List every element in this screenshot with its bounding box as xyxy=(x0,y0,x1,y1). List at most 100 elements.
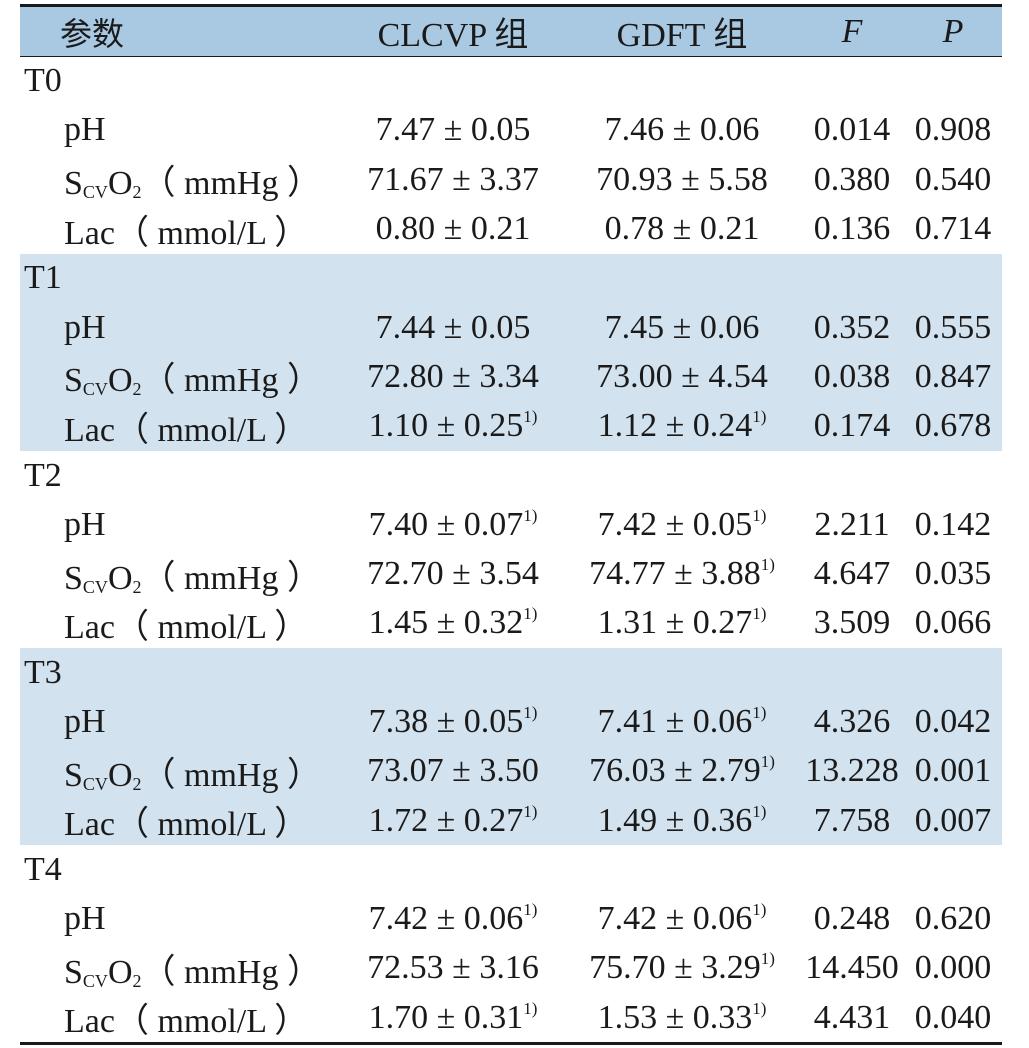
clcvp-mean-sd: 72.70 ± 3.54 xyxy=(367,555,539,593)
cropped-caption-edge xyxy=(20,1034,1002,1048)
clcvp-value: 1.45 ± 0.321) xyxy=(342,599,564,648)
gdft-value: 7.41 ± 0.061) xyxy=(564,697,800,746)
gdft-mean-sd: 7.42 ± 0.06 xyxy=(597,900,753,938)
time-point-label: T2 xyxy=(24,456,62,494)
p-value: 0.000 xyxy=(914,949,992,987)
param-unit: （ mmHg ） xyxy=(141,362,321,400)
f-value: 4.326 xyxy=(813,703,891,740)
p-value: 0.908 xyxy=(914,111,992,149)
param-name: pH xyxy=(64,900,106,938)
group-row: T0 xyxy=(20,57,1002,106)
time-point-label: T4 xyxy=(24,850,62,888)
clcvp-mean-sd: 1.70 ± 0.31 xyxy=(368,998,524,1036)
table-row: pH 7.44 ± 0.05 7.45 ± 0.06 0.352 0.555 xyxy=(20,302,1002,353)
gdft-value: 74.77 ± 3.881) xyxy=(564,549,800,598)
param-name: Lac（ mmol/L ） xyxy=(64,214,309,252)
results-table: 参数 CLCVP 组 GDFT 组 F P T0 pH 7.47 ± 0.05 7.4… xyxy=(20,4,1002,1046)
p-value: 0.066 xyxy=(914,604,992,642)
param-name: Lac（ mmol/L ） xyxy=(64,608,309,646)
param-unit: （ mmHg ） xyxy=(141,559,321,597)
clcvp-value: 73.07 ± 3.50 xyxy=(342,747,564,796)
p-value: 0.042 xyxy=(914,703,992,740)
clcvp-value: 72.53 ± 3.16 xyxy=(342,944,564,993)
parameter-label: Lac（ mmol/L ） xyxy=(20,993,342,1046)
empty-cell xyxy=(564,648,800,697)
table-row: SCVO2（ mmHg ） 71.67 ± 3.37 70.93 ± 5.58 0.3… xyxy=(20,155,1002,204)
table-row: Lac（ mmol/L ） 0.80 ± 0.21 0.78 ± 0.21 0.136… xyxy=(20,204,1002,253)
f-value: 4.647 xyxy=(813,555,891,593)
clcvp-value: 72.70 ± 3.54 xyxy=(342,549,564,598)
clcvp-mean-sd: 72.53 ± 3.16 xyxy=(367,949,539,987)
empty-cell xyxy=(904,845,1002,894)
clcvp-mean-sd: 7.38 ± 0.05 xyxy=(368,703,524,740)
table-row: Lac（ mmol/L ） 1.10 ± 0.251) 1.12 ± 0.241) 0… xyxy=(20,401,1002,451)
table-row: Lac（ mmol/L ） 1.72 ± 0.271) 1.49 ± 0.361) 7… xyxy=(20,795,1002,846)
table-row: Lac（ mmol/L ） 1.70 ± 0.311) 1.53 ± 0.33 1) 4… xyxy=(20,993,1002,1046)
table-row: pH 7.38 ± 0.051) 7.41 ± 0.061) 4.326 0.042 xyxy=(20,697,1002,747)
f-value: 0.014 xyxy=(813,111,891,149)
param-subscript: CV xyxy=(82,576,108,597)
gdft-mean-sd: 7.45 ± 0.06 xyxy=(604,308,760,346)
param-name: Lac（ mmol/L ） xyxy=(64,806,309,844)
time-point-label: T0 xyxy=(24,62,62,100)
empty-cell xyxy=(342,451,564,500)
empty-cell xyxy=(342,57,564,106)
gdft-mean-sd: 7.42 ± 0.05 xyxy=(597,505,753,543)
significance-mark: 1) xyxy=(523,998,538,1018)
param-unit: （ mmHg ） xyxy=(141,165,321,203)
gdft-mean-sd: 1.12 ± 0.24 xyxy=(597,407,753,445)
empty-cell xyxy=(904,254,1002,303)
time-point-label: T3 xyxy=(24,653,62,691)
empty-cell xyxy=(904,648,1002,697)
clcvp-mean-sd: 1.45 ± 0.32 xyxy=(368,604,524,642)
param-symbol: S xyxy=(64,165,83,203)
gdft-value: 7.46 ± 0.06 xyxy=(564,106,800,155)
significance-mark: 1) xyxy=(523,900,538,920)
f-value: 14.450 xyxy=(805,949,899,987)
param-subscript-2: 2 xyxy=(132,182,142,203)
param-unit: （ mmHg ） xyxy=(141,756,321,794)
clcvp-mean-sd: 7.47 ± 0.05 xyxy=(375,111,531,149)
p-value: 0.142 xyxy=(914,505,992,543)
table-row: Lac（ mmol/L ） 1.45 ± 0.321) 1.31 ± 0.271) 3… xyxy=(20,599,1002,648)
table-body: T0 pH 7.47 ± 0.05 7.46 ± 0.06 0.014 0.908 SCVO… xyxy=(20,57,1002,1046)
param-name: Lac（ mmol/L ） xyxy=(64,411,309,449)
f-value: 13.228 xyxy=(805,752,899,790)
empty-cell xyxy=(800,648,904,697)
p-value: 0.035 xyxy=(914,555,992,593)
param-subscript: CV xyxy=(82,182,108,203)
empty-cell xyxy=(904,57,1002,106)
clcvp-mean-sd: 0.80 ± 0.21 xyxy=(375,210,531,248)
clcvp-value: 0.80 ± 0.21 xyxy=(342,204,564,253)
param-subscript-2: 2 xyxy=(132,379,142,400)
clcvp-value: 7.38 ± 0.051) xyxy=(342,697,564,746)
significance-mark: 1) xyxy=(523,604,538,624)
p-value: 0.678 xyxy=(914,407,992,445)
param-subscript-2: 2 xyxy=(132,576,142,597)
gdft-value: 73.00 ± 4.54 xyxy=(564,352,800,401)
parameter-label: pH xyxy=(20,895,342,944)
gdft-mean-sd: 1.53 ± 0.33 xyxy=(597,998,753,1036)
param-symbol: S xyxy=(64,362,83,400)
param-symbol-rest: O xyxy=(107,559,133,597)
header-row: 参数 CLCVP 组 GDFT 组 F P xyxy=(20,4,1002,57)
gdft-mean-sd: 75.70 ± 3.29 xyxy=(589,949,761,987)
header-param: 参数 xyxy=(20,4,342,57)
gdft-mean-sd: 0.78 ± 0.21 xyxy=(604,210,760,248)
significance-mark: 1) xyxy=(760,752,775,772)
empty-cell xyxy=(800,254,904,303)
clcvp-value: 1.70 ± 0.311) xyxy=(342,993,564,1046)
gdft-value: 7.42 ± 0.061) xyxy=(564,895,800,944)
clcvp-mean-sd: 71.67 ± 3.37 xyxy=(367,160,539,198)
parameter-label: SCVO2（ mmHg ） xyxy=(20,549,342,598)
significance-mark: 1) xyxy=(523,703,538,722)
gdft-mean-sd: 7.46 ± 0.06 xyxy=(604,111,760,149)
clcvp-value: 71.67 ± 3.37 xyxy=(342,155,564,204)
significance-mark: 1) xyxy=(523,407,538,427)
p-value: 0.540 xyxy=(914,160,992,198)
gdft-mean-sd: 70.93 ± 5.58 xyxy=(596,160,768,198)
header-f: F xyxy=(800,4,904,57)
f-value: 0.380 xyxy=(813,160,891,198)
f-value: 4.431 xyxy=(800,993,904,1046)
